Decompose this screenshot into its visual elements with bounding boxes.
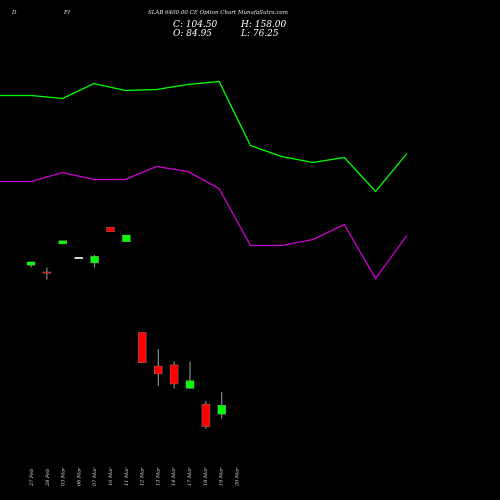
candle-body bbox=[122, 234, 131, 242]
candle bbox=[74, 257, 83, 259]
x-tick-label: 14 Mar bbox=[171, 467, 177, 486]
month-code: FI bbox=[64, 10, 70, 16]
candle bbox=[153, 349, 163, 387]
candle-body bbox=[217, 405, 227, 415]
lower-indicator-line bbox=[0, 165, 408, 280]
candle bbox=[169, 361, 179, 389]
x-tick-label: 20 Mar bbox=[234, 467, 240, 487]
candle bbox=[201, 400, 211, 429]
low-value: L: 76.25 bbox=[241, 29, 279, 39]
chart-description: SLAB 6400.00 CE Option Chart MunafaSutra… bbox=[148, 10, 288, 16]
x-tick-label: 28 Feb bbox=[45, 469, 51, 487]
x-tick-label: 03 Mar bbox=[61, 467, 67, 486]
candle bbox=[26, 261, 36, 268]
indicator-lines-layer bbox=[0, 80, 408, 280]
candle bbox=[185, 361, 195, 389]
symbol-code: D bbox=[12, 10, 17, 16]
x-tick-label: 10 Mar bbox=[108, 467, 114, 486]
candle bbox=[138, 332, 147, 363]
x-tick-label: 27 Feb bbox=[29, 469, 35, 487]
high-value: H: 158.00 bbox=[241, 20, 287, 30]
candle-body bbox=[42, 271, 52, 274]
candles-layer bbox=[26, 226, 227, 429]
open-value: O: 84.95 bbox=[173, 29, 213, 39]
x-tick-label: 06 Mar bbox=[76, 467, 82, 486]
candle bbox=[90, 255, 99, 268]
candle-body bbox=[106, 226, 115, 232]
candle-body bbox=[153, 365, 163, 375]
candle-body bbox=[138, 332, 147, 363]
x-axis-labels: 27 Feb 28 Feb 03 Mar 06 Mar 07 Mar 10 Mar 11 M… bbox=[29, 467, 240, 487]
x-tick-label: 11 Mar bbox=[124, 467, 130, 486]
candle-body bbox=[26, 261, 36, 266]
candle bbox=[217, 391, 227, 419]
candle-body bbox=[58, 240, 67, 245]
x-tick-label: 13 Mar bbox=[155, 467, 161, 486]
x-tick-label: 12 Mar bbox=[140, 467, 146, 486]
x-tick-label: 18 Mar bbox=[203, 467, 209, 486]
upper-indicator-line bbox=[0, 80, 408, 193]
candle bbox=[106, 226, 115, 232]
x-tick-label: 07 Mar bbox=[92, 467, 98, 486]
x-tick-label: 19 Mar bbox=[219, 467, 225, 486]
candle-body bbox=[74, 257, 83, 259]
candle bbox=[58, 240, 67, 245]
close-value: C: 104.50 bbox=[173, 20, 218, 30]
candle-body bbox=[90, 256, 99, 264]
candle bbox=[122, 234, 131, 242]
candle-body bbox=[201, 403, 211, 427]
x-tick-label: 17 Mar bbox=[187, 467, 193, 486]
candle-body bbox=[169, 364, 179, 385]
candle-body bbox=[185, 380, 195, 389]
candle bbox=[42, 267, 52, 280]
